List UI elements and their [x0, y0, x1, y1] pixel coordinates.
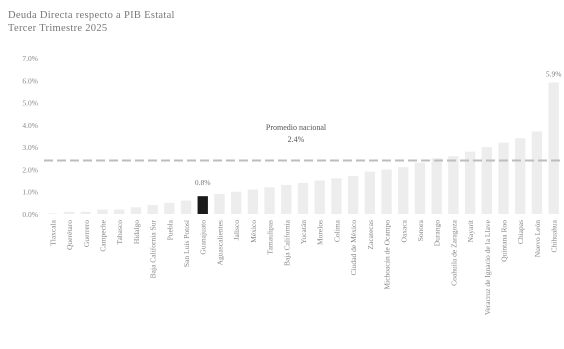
bar-2 — [80, 211, 91, 214]
category-label: Puebla — [165, 219, 174, 240]
category-label: Querétaro — [65, 220, 74, 250]
category-label: Jalisco — [232, 220, 241, 241]
category-label: Morelos — [316, 220, 325, 245]
category-label: Baja California — [282, 219, 291, 266]
bar-7 — [164, 202, 175, 214]
bar-22 — [414, 162, 426, 214]
reference-line-value: 2.4% — [288, 135, 305, 144]
bar-9 — [197, 196, 208, 214]
category-label: Chihuahua — [550, 219, 559, 252]
bar-13 — [264, 187, 275, 214]
bar-4 — [114, 209, 125, 214]
category-label: Campeche — [98, 219, 107, 251]
category-label: Baja California Sur — [149, 220, 158, 279]
bar-8 — [180, 200, 192, 214]
bar-14 — [281, 185, 292, 214]
category-label: Chiapas — [516, 220, 525, 244]
bar-0 — [47, 213, 58, 214]
data-labels: 0.8% 5.9% — [195, 70, 562, 188]
bar-15 — [297, 182, 309, 214]
y-tick-label: 0.0% — [22, 210, 38, 219]
category-labels: Tlaxcala Querétaro Guerrero Campeche Tabasco… — [48, 219, 558, 315]
reference-line-group: Promedio nacional 2.4% — [44, 123, 562, 162]
bar-29 — [531, 131, 543, 214]
category-label: Ciudad de México — [349, 220, 358, 276]
bar-18 — [347, 176, 359, 214]
y-tick-label: 4.0% — [22, 121, 38, 130]
y-tick-label: 1.0% — [22, 188, 38, 197]
bar-24 — [448, 156, 459, 214]
chart-title: Deuda Directa respecto a PIB Estatal — [8, 10, 175, 21]
bar-21 — [398, 167, 409, 214]
bar-11 — [230, 191, 242, 214]
category-label: Nuevo León — [533, 220, 542, 258]
bar-19 — [364, 171, 376, 214]
category-label: Michoacán de Ocampo — [383, 220, 392, 290]
bar-26 — [481, 147, 492, 214]
category-label: Guerrero — [82, 220, 91, 247]
bars — [47, 82, 559, 214]
y-tick-label: 3.0% — [22, 143, 38, 152]
category-label: Yucatán — [299, 220, 308, 244]
chart-subtitle: Tercer Trimestre 2025 — [8, 23, 108, 34]
category-label: Sonora — [416, 219, 425, 241]
category-label: México — [249, 220, 258, 243]
bar-5 — [130, 207, 142, 214]
bar-10 — [214, 193, 225, 214]
category-label: Tlaxcala — [48, 219, 57, 245]
reference-line-label: Promedio nacional — [266, 123, 327, 132]
chart-title-block: Deuda Directa respecto a PIB Estatal Ter… — [8, 9, 175, 35]
category-label: Guanajuato — [199, 220, 208, 255]
category-label: Zacatecas — [366, 220, 375, 250]
bar-20 — [381, 169, 392, 214]
category-label: Tabasco — [115, 220, 124, 245]
last-data-label: 5.9% — [546, 70, 562, 79]
bar-17 — [331, 178, 342, 214]
highlight-data-label: 0.8% — [195, 178, 211, 187]
bar-27 — [498, 142, 509, 214]
category-label: Oaxaca — [399, 219, 408, 242]
y-axis-ticks: 0.0% 1.0% 2.0% 3.0% 4.0% 5.0% 6.0% 7.0% — [22, 54, 38, 219]
bar-30 — [548, 82, 559, 214]
category-label: Quintana Roo — [500, 220, 509, 262]
y-tick-label: 5.0% — [22, 99, 38, 108]
y-tick-label: 6.0% — [22, 76, 38, 85]
category-label: San Luis Potosí — [182, 220, 191, 267]
bar-25 — [464, 151, 476, 214]
category-label: Coahuila de Zaragoza — [449, 219, 458, 285]
category-label: Veracruz de Ignacio de la Llave — [483, 219, 492, 315]
bar-1 — [63, 211, 75, 214]
bar-6 — [147, 205, 158, 214]
category-label: Hidalgo — [132, 220, 141, 244]
bar-16 — [314, 180, 325, 214]
bar-3 — [97, 209, 108, 214]
y-tick-label: 2.0% — [22, 165, 38, 174]
category-label: Aguascalientes — [215, 220, 224, 265]
category-label: Durango — [433, 220, 442, 246]
y-tick-label: 7.0% — [22, 54, 38, 63]
bar-23 — [431, 158, 442, 214]
category-label: Tamaulipas — [266, 220, 275, 255]
category-label: Colima — [332, 219, 341, 242]
bar-12 — [247, 189, 259, 214]
category-label: Nayarit — [466, 219, 475, 242]
bar-28 — [515, 138, 526, 214]
